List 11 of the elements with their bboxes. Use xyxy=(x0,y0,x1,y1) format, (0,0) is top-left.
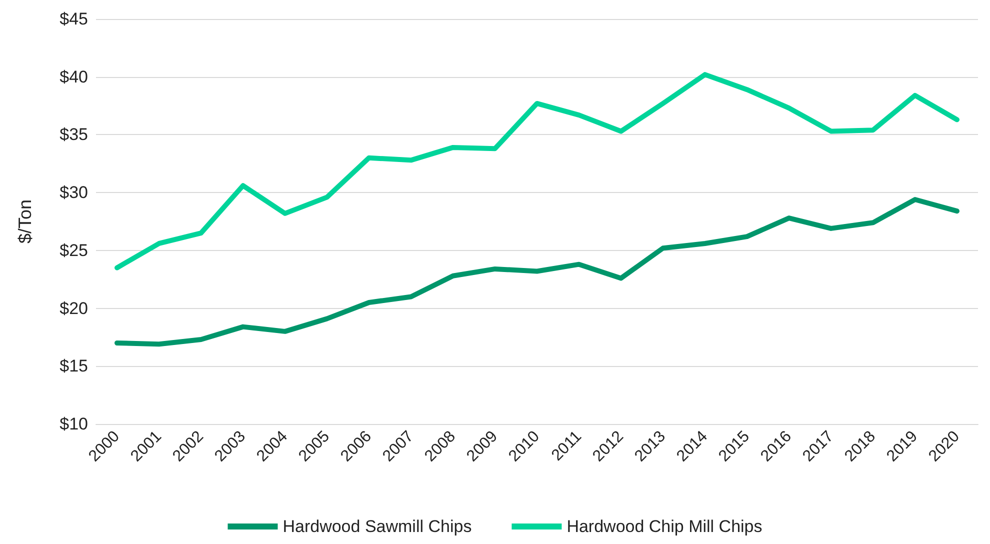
y-axis-title: $/Ton xyxy=(15,199,35,244)
y-tick-label: $25 xyxy=(60,240,88,260)
y-tick-label: $35 xyxy=(60,125,88,144)
legend-label: Hardwood Sawmill Chips xyxy=(282,517,472,536)
y-tick-label: $45 xyxy=(60,10,88,28)
y-tick-label: $30 xyxy=(60,183,88,202)
y-tick-label: $20 xyxy=(60,298,88,318)
legend-label: Hardwood Chip Mill Chips xyxy=(566,517,762,536)
y-tick-label: $15 xyxy=(60,356,88,376)
y-tick-label: $10 xyxy=(60,414,88,434)
y-tick-label: $40 xyxy=(60,67,88,86)
